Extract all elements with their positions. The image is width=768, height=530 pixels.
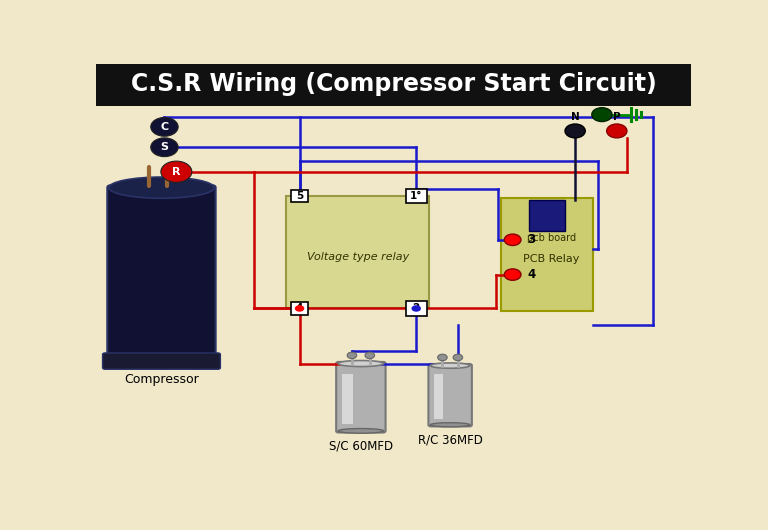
Bar — [501, 198, 593, 311]
Bar — [96, 64, 691, 107]
Circle shape — [592, 108, 612, 121]
Bar — [342, 374, 353, 424]
Circle shape — [161, 161, 192, 182]
Text: Voltage type relay: Voltage type relay — [306, 252, 409, 262]
FancyBboxPatch shape — [336, 362, 386, 432]
FancyBboxPatch shape — [429, 364, 472, 427]
Circle shape — [607, 124, 627, 138]
Circle shape — [365, 352, 375, 359]
Bar — [290, 302, 309, 315]
Text: P: P — [613, 112, 621, 122]
Circle shape — [151, 118, 178, 136]
Text: pcb board: pcb board — [527, 233, 576, 243]
Bar — [406, 302, 427, 315]
Text: 5: 5 — [296, 191, 303, 201]
Bar — [406, 189, 427, 204]
Ellipse shape — [338, 360, 384, 367]
Circle shape — [347, 352, 356, 359]
Ellipse shape — [338, 429, 384, 433]
FancyBboxPatch shape — [108, 185, 216, 360]
Text: E: E — [598, 96, 605, 107]
Ellipse shape — [109, 177, 214, 198]
Circle shape — [438, 354, 447, 361]
Text: 2: 2 — [412, 304, 420, 313]
Text: C: C — [161, 122, 168, 132]
Text: S: S — [161, 142, 168, 152]
Circle shape — [565, 124, 585, 138]
Circle shape — [151, 138, 178, 157]
Bar — [529, 200, 564, 231]
Text: 4: 4 — [296, 304, 303, 313]
FancyBboxPatch shape — [103, 353, 220, 369]
Circle shape — [505, 269, 521, 280]
Circle shape — [505, 234, 521, 245]
Bar — [290, 190, 309, 202]
Bar — [286, 196, 429, 308]
Ellipse shape — [430, 363, 470, 368]
Text: 3: 3 — [528, 233, 535, 246]
Text: S/C 60MFD: S/C 60MFD — [329, 440, 393, 453]
Circle shape — [453, 354, 462, 361]
Text: PCB Relay: PCB Relay — [524, 254, 580, 264]
Text: R: R — [172, 167, 180, 176]
Text: Compressor: Compressor — [124, 373, 199, 385]
Text: 4: 4 — [528, 268, 536, 281]
Ellipse shape — [430, 423, 470, 427]
Text: 1°: 1° — [410, 191, 422, 201]
Text: C.S.R Wiring (Compressor Start Circuit): C.S.R Wiring (Compressor Start Circuit) — [131, 73, 657, 96]
Text: R/C 36MFD: R/C 36MFD — [418, 434, 482, 447]
Circle shape — [412, 305, 421, 312]
Circle shape — [295, 305, 304, 312]
Text: N: N — [571, 112, 580, 122]
Bar — [434, 375, 443, 419]
